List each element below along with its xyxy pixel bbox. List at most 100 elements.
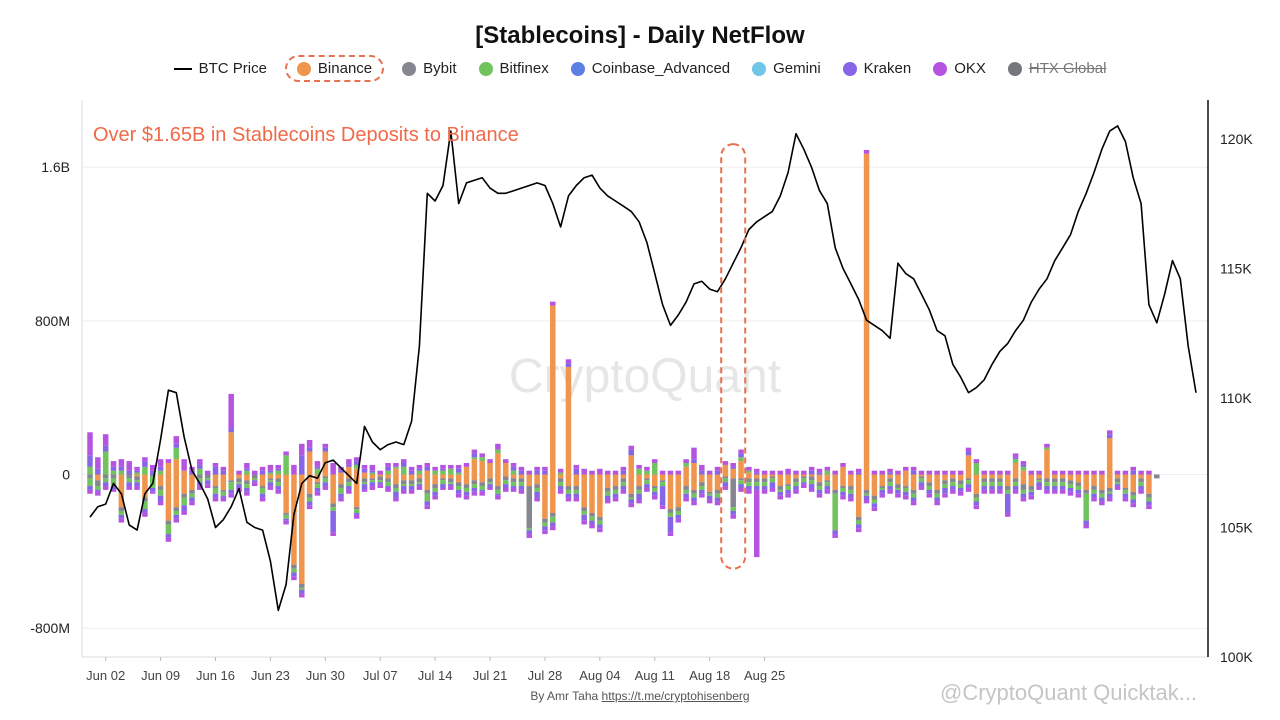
bar-okx — [95, 457, 101, 469]
bar-bybit — [369, 478, 376, 481]
bar-binance — [377, 474, 383, 477]
bar-okx — [377, 484, 383, 488]
bar-bitfinex — [1099, 493, 1105, 498]
bar-okx — [957, 470, 964, 475]
bar-kraken — [895, 489, 901, 494]
bar-bitfinex — [228, 482, 234, 490]
bar-kraken — [322, 482, 329, 487]
bar-bitfinex — [926, 486, 933, 490]
bar-okx — [244, 463, 250, 469]
bar-bybit — [542, 518, 548, 523]
bar-bybit — [110, 474, 117, 479]
bar-kraken — [1130, 499, 1136, 504]
bar-okx — [950, 470, 956, 475]
y-left-tick-label: -800M — [30, 620, 70, 636]
legend-dot-icon — [752, 61, 767, 76]
bar-okx — [385, 463, 391, 467]
bar-binance — [589, 474, 595, 513]
bar-bitfinex — [691, 493, 697, 498]
bar-kraken — [1106, 493, 1113, 498]
legend-item-htx-global[interactable]: HTX Global — [1007, 60, 1107, 77]
bar-kraken — [346, 486, 352, 490]
bar-binance — [181, 474, 187, 494]
x-tick-label: Jun 02 — [86, 668, 125, 683]
legend-label: HTX Global — [1028, 60, 1107, 77]
bar-okx — [597, 528, 603, 533]
legend-item-btc-price[interactable]: BTC Price — [173, 60, 267, 77]
bar-okx — [659, 470, 666, 475]
bar-bitfinex — [785, 486, 791, 490]
bar-kraken — [1004, 493, 1011, 513]
bar-bitfinex — [212, 487, 219, 494]
bar-bybit — [126, 474, 132, 479]
bar-okx — [604, 499, 611, 504]
bar-bitfinex — [746, 482, 752, 487]
bar-okx — [369, 486, 376, 490]
bar-binance — [455, 474, 462, 483]
legend-item-bitfinex[interactable]: Bitfinex — [478, 60, 549, 77]
legend-item-binance[interactable]: Binance — [284, 55, 385, 82]
x-tick-label: Jun 09 — [141, 668, 180, 683]
bar-bitfinex — [604, 491, 611, 496]
bar-binance — [989, 474, 995, 479]
bar-kraken — [808, 470, 815, 475]
bar-okx — [150, 491, 156, 494]
bar-binance — [134, 474, 140, 477]
bar-okx — [1122, 470, 1129, 475]
bar-binance — [448, 474, 454, 479]
bar-bitfinex — [259, 487, 266, 494]
bar-bybit — [1122, 487, 1129, 490]
bar-okx — [259, 497, 266, 502]
bar-binance — [1106, 474, 1113, 488]
bar-binance — [220, 474, 227, 490]
bar-bybit — [393, 484, 399, 488]
bar-okx — [1044, 489, 1050, 494]
bar-okx — [832, 470, 838, 475]
legend-item-okx[interactable]: OKX — [933, 60, 986, 77]
bar-binance — [910, 474, 917, 490]
bar-kraken — [910, 497, 917, 502]
bar-okx — [879, 470, 885, 475]
legend-item-coinbase-advanced[interactable]: Coinbase_Advanced — [570, 60, 730, 77]
bar-bybit — [401, 480, 407, 485]
bar-binance — [730, 474, 736, 479]
bar-okx — [377, 470, 383, 475]
bar-bitfinex — [699, 486, 705, 490]
bar-okx — [95, 491, 101, 496]
bar-okx — [518, 489, 525, 494]
bar-okx — [424, 463, 431, 467]
bar-binance — [746, 474, 752, 479]
bar-okx — [126, 461, 132, 471]
bar-bitfinex — [879, 487, 885, 490]
bar-bybit — [353, 507, 360, 510]
bar-bybit — [1067, 480, 1074, 485]
bar-kraken — [220, 470, 227, 475]
bar-okx — [628, 445, 634, 450]
legend-dot-icon — [296, 61, 311, 76]
bar-bitfinex — [769, 478, 776, 483]
bar-okx — [197, 486, 203, 490]
bar-bitfinex — [432, 470, 438, 475]
bar-okx — [393, 463, 399, 467]
bar-bitfinex — [369, 480, 376, 483]
legend-item-gemini[interactable]: Gemini — [752, 60, 821, 77]
bar-bitfinex — [510, 470, 517, 475]
bar-bybit — [1130, 491, 1136, 496]
bar-bybit — [832, 489, 838, 494]
bar-kraken — [903, 491, 909, 496]
bar-okx — [981, 489, 987, 494]
legend-item-kraken[interactable]: Kraken — [842, 60, 911, 77]
legend-item-bybit[interactable]: Bybit — [402, 60, 457, 77]
bar-binance — [502, 474, 509, 477]
bar-kraken — [534, 491, 540, 498]
bar-okx — [220, 497, 227, 502]
bar-kraken — [832, 530, 838, 535]
bar-binance — [879, 474, 885, 487]
footer-link[interactable]: https://t.me/cryptohisenberg — [601, 689, 750, 703]
bar-kraken — [973, 501, 980, 506]
bar-bitfinex — [824, 470, 831, 475]
bar-okx — [863, 149, 870, 154]
bar-bybit — [440, 478, 446, 481]
bar-bybit — [989, 478, 995, 483]
bar-bitfinex — [448, 468, 454, 475]
